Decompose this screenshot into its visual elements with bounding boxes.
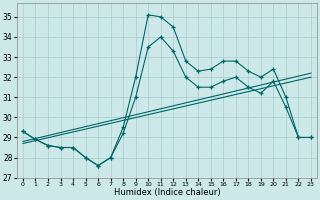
- X-axis label: Humidex (Indice chaleur): Humidex (Indice chaleur): [114, 188, 220, 197]
